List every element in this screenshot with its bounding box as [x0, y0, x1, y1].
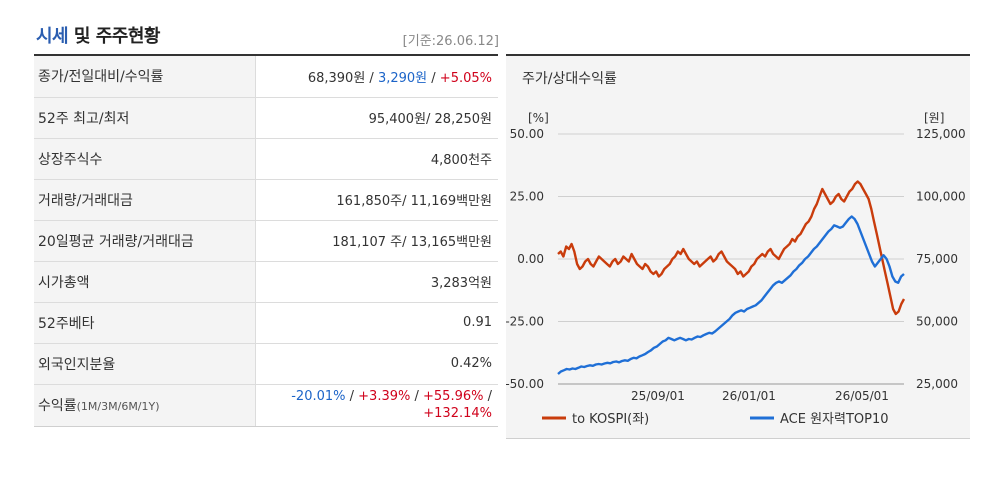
row-label: 외국인지분율 [34, 343, 256, 385]
chart-panel [506, 56, 970, 439]
x-tick-label: 26/05/01 [835, 389, 889, 403]
x-axis: 25/09/01 26/01/01 26/05/01 [631, 389, 889, 403]
row-label: 20일평균 거래량/거래대금 [34, 220, 256, 262]
right-tick-label: 50,000 [916, 315, 958, 329]
return-6m: +55.96% [423, 389, 484, 404]
row-label: 종가/전일대비/수익률 [34, 56, 256, 98]
left-axis: 50.00 25.00 0.00 -25.00 -50.00 [506, 127, 544, 391]
left-tick-label: 0.00 [517, 252, 544, 266]
chart-top-rule [506, 54, 970, 56]
left-tick-label: 25.00 [510, 190, 544, 204]
return-1m: -20.01% [291, 389, 346, 404]
row-value: 95,400원/ 28,250원 [255, 97, 498, 139]
legend-label: ACE 원자력TOP10 [780, 412, 889, 427]
row-value: 3,283억원 [255, 261, 498, 303]
table-row: 거래량/거래대금 161,850주/ 11,169백만원 [34, 179, 498, 221]
left-tick-label: 50.00 [510, 127, 544, 141]
returns-periods-label: (1M/3M/6M/1Y) [76, 400, 160, 413]
row-label: 52주베타 [34, 302, 256, 344]
return-1y: +132.14% [423, 406, 492, 421]
base-date: [기준:26.06.12] [402, 34, 499, 49]
row-label: 52주 최고/최저 [34, 97, 256, 139]
row-label: 상장주식수 [34, 138, 256, 180]
right-tick-label: 100,000 [916, 190, 966, 204]
row-label: 거래량/거래대금 [34, 179, 256, 221]
table-row: 수익률(1M/3M/6M/1Y) -20.01% / +3.39% / +55.… [34, 384, 498, 427]
chart-title: 주가/상대수익률 [522, 71, 617, 87]
section-title-rest: 및 주주현황 [68, 26, 161, 47]
table-row: 52주 최고/최저 95,400원/ 28,250원 [34, 97, 498, 139]
return-3m: +3.39% [358, 389, 411, 404]
close-price: 68,390원 [307, 70, 366, 86]
legend-label: to KOSPI(좌) [572, 412, 649, 427]
table-row: 종가/전일대비/수익률 68,390원 / 3,290원 / +5.05% [34, 56, 498, 98]
chart-grid [558, 133, 904, 385]
right-axis: 125,000 100,000 75,000 50,000 25,000 [916, 127, 966, 391]
row-label: 수익률(1M/3M/6M/1Y) [34, 384, 256, 427]
right-tick-label: 25,000 [916, 377, 958, 391]
kospi-relative-line [557, 180, 906, 316]
left-axis-unit: [%] [528, 111, 549, 125]
table-row: 52주베타 0.91 [34, 302, 498, 344]
price-relative-return-chart: [%] [원] 50.00 25.00 0.00 -25.00 -50.00 125,0… [506, 111, 966, 427]
row-value: 161,850주/ 11,169백만원 [255, 179, 498, 221]
row-label: 시가총액 [34, 261, 256, 303]
row-value: 4,800천주 [255, 138, 498, 180]
left-tick-label: -50.00 [506, 377, 544, 391]
table-top-rule [34, 54, 498, 56]
chart-legend: to KOSPI(좌) ACE 원자력TOP10 [542, 412, 889, 427]
table-row: 20일평균 거래량/거래대금 181,107 주/ 13,165백만원 [34, 220, 498, 262]
table-row: 시가총액 3,283억원 [34, 261, 498, 303]
change-rate: +5.05% [439, 70, 492, 86]
x-tick-label: 26/01/01 [722, 389, 776, 403]
row-value: -20.01% / +3.39% / +55.96% / +132.14% [255, 384, 498, 427]
x-tick-label: 25/09/01 [631, 389, 685, 403]
returns-label: 수익률 [38, 398, 77, 414]
price-change: 3,290원 [377, 70, 428, 86]
section-title: 시세 및 주주현황 [36, 22, 160, 48]
right-axis-unit: [원] [924, 111, 944, 125]
row-value: 0.91 [255, 302, 498, 344]
row-value: 0.42% [255, 343, 498, 385]
market-info-table: 종가/전일대비/수익률 68,390원 / 3,290원 / +5.05% 52… [34, 56, 498, 427]
left-tick-label: -25.00 [506, 315, 544, 329]
price-line [557, 215, 905, 375]
right-tick-label: 75,000 [916, 252, 958, 266]
right-tick-label: 125,000 [916, 127, 966, 141]
row-value: 181,107 주/ 13,165백만원 [255, 220, 498, 262]
table-row: 상장주식수 4,800천주 [34, 138, 498, 180]
series-lines [557, 180, 906, 375]
section-title-highlight: 시세 [36, 26, 69, 47]
row-value: 68,390원 / 3,290원 / +5.05% [255, 56, 498, 98]
table-row: 외국인지분율 0.42% [34, 343, 498, 385]
